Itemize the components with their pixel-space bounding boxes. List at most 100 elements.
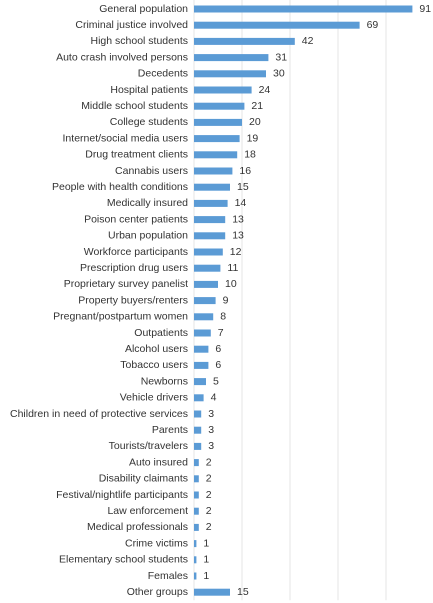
value-label: 20 bbox=[249, 116, 261, 128]
value-label: 2 bbox=[206, 521, 212, 533]
bar bbox=[194, 329, 211, 337]
bar bbox=[194, 86, 252, 94]
bar bbox=[194, 540, 197, 548]
value-label: 12 bbox=[230, 246, 242, 258]
value-label: 31 bbox=[275, 51, 287, 63]
category-label: Pregnant/postpartum women bbox=[53, 311, 188, 323]
bar bbox=[194, 199, 228, 207]
category-label: Medically insured bbox=[107, 197, 188, 209]
value-label: 21 bbox=[251, 100, 263, 112]
category-label: Proprietary survey panelist bbox=[64, 278, 188, 290]
value-label: 2 bbox=[206, 505, 212, 517]
category-label: Children in need of protective services bbox=[10, 408, 188, 420]
bar bbox=[194, 21, 360, 29]
bar bbox=[194, 491, 199, 499]
value-label: 15 bbox=[237, 586, 249, 598]
category-label: Auto crash involved persons bbox=[56, 51, 188, 63]
bar bbox=[194, 216, 226, 224]
bar bbox=[194, 183, 230, 191]
value-label: 13 bbox=[232, 213, 244, 225]
value-label: 14 bbox=[235, 197, 247, 209]
category-label: Outpatients bbox=[134, 327, 188, 339]
value-label: 18 bbox=[244, 149, 256, 161]
category-label: Urban population bbox=[108, 230, 188, 242]
value-label: 7 bbox=[218, 327, 224, 339]
value-label: 6 bbox=[215, 343, 221, 355]
category-label: Females bbox=[148, 570, 188, 582]
category-label: Newborns bbox=[141, 375, 188, 387]
value-label: 8 bbox=[220, 311, 226, 323]
value-label: 2 bbox=[206, 489, 212, 501]
category-label: Auto insured bbox=[129, 456, 188, 468]
bar bbox=[194, 572, 197, 580]
bar bbox=[194, 410, 202, 418]
category-label: Parents bbox=[152, 424, 188, 436]
value-label: 15 bbox=[237, 181, 249, 193]
value-label: 24 bbox=[259, 84, 271, 96]
value-label: 11 bbox=[227, 262, 238, 274]
category-label: Drug treatment clients bbox=[85, 149, 188, 161]
category-label: Alcohol users bbox=[125, 343, 188, 355]
category-label: Disability claimants bbox=[99, 473, 188, 485]
bar bbox=[194, 313, 214, 321]
bar bbox=[194, 118, 242, 126]
category-label: Law enforcement bbox=[107, 505, 188, 517]
category-label: College students bbox=[110, 116, 188, 128]
category-label: Workforce participants bbox=[84, 246, 188, 258]
bar bbox=[194, 361, 209, 369]
value-label: 13 bbox=[232, 230, 244, 242]
value-label: 6 bbox=[215, 359, 221, 371]
bar bbox=[194, 264, 221, 272]
bar bbox=[194, 426, 202, 434]
value-label: 3 bbox=[208, 440, 214, 452]
bar bbox=[194, 5, 413, 13]
value-label: 30 bbox=[273, 68, 285, 80]
bar bbox=[194, 167, 233, 175]
value-label: 16 bbox=[239, 165, 251, 177]
value-label: 4 bbox=[211, 392, 217, 404]
category-label: Poison center patients bbox=[84, 213, 188, 225]
value-label: 69 bbox=[367, 19, 379, 31]
category-label: Medical professionals bbox=[87, 521, 188, 533]
bar bbox=[194, 588, 230, 596]
category-label: Crime victims bbox=[125, 537, 188, 549]
category-label: People with health conditions bbox=[52, 181, 188, 193]
bar bbox=[194, 345, 209, 353]
category-label: Internet/social media users bbox=[63, 132, 188, 144]
category-label: General population bbox=[99, 3, 188, 15]
bar bbox=[194, 523, 199, 531]
value-label: 42 bbox=[302, 35, 314, 47]
bar bbox=[194, 442, 202, 450]
bar bbox=[194, 459, 199, 467]
bar bbox=[194, 280, 218, 288]
value-label: 3 bbox=[208, 408, 214, 420]
bar bbox=[194, 507, 199, 515]
bar bbox=[194, 232, 226, 240]
category-label: High school students bbox=[91, 35, 188, 47]
category-label: Tourists/travelers bbox=[109, 440, 188, 452]
category-label: Prescription drug users bbox=[80, 262, 188, 274]
category-label: Decedents bbox=[138, 68, 188, 80]
category-label: Property buyers/renters bbox=[78, 294, 188, 306]
bar bbox=[194, 378, 206, 386]
bar bbox=[194, 151, 238, 159]
category-label: Cannabis users bbox=[115, 165, 188, 177]
value-label: 10 bbox=[225, 278, 237, 290]
value-label: 1 bbox=[203, 554, 209, 566]
category-label: Elementary school students bbox=[59, 554, 188, 566]
bar bbox=[194, 135, 240, 143]
category-label: Hospital patients bbox=[110, 84, 188, 96]
bar bbox=[194, 54, 269, 62]
category-label: Middle school students bbox=[81, 100, 188, 112]
value-label: 1 bbox=[203, 570, 209, 582]
category-label: Tobacco users bbox=[120, 359, 188, 371]
value-label: 2 bbox=[206, 456, 212, 468]
category-label: Other groups bbox=[127, 586, 188, 598]
value-label: 9 bbox=[223, 294, 229, 306]
value-label: 2 bbox=[206, 473, 212, 485]
value-label: 91 bbox=[419, 3, 431, 15]
bar bbox=[194, 556, 197, 564]
bar bbox=[194, 475, 199, 483]
